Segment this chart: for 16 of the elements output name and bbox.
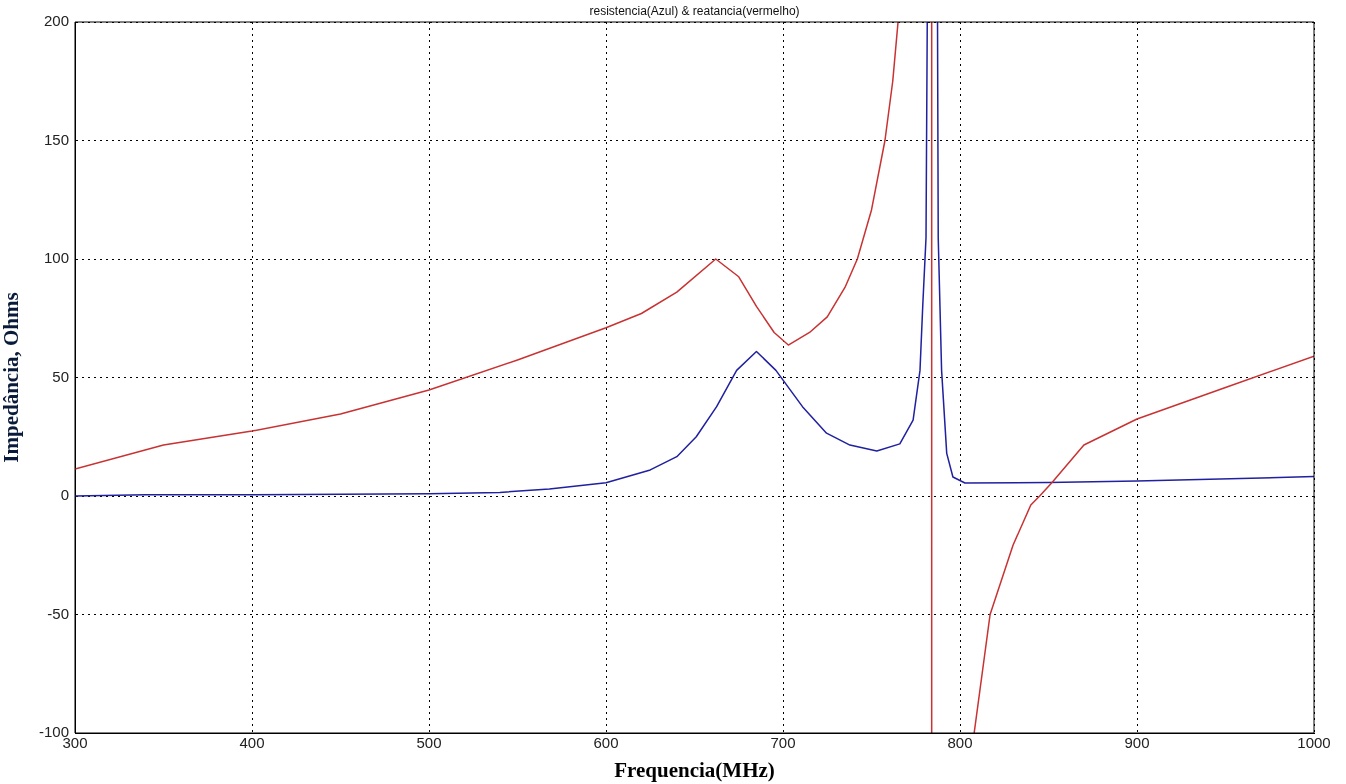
y-tick-label: 0 xyxy=(60,486,69,504)
y-tick-label: 50 xyxy=(52,367,69,385)
chart-title: resistencia(Azul) & reatancia(vermelho) xyxy=(589,4,800,19)
y-tick-label: -50 xyxy=(47,604,69,622)
x-axis-title: Frequencia(MHz) xyxy=(614,757,775,782)
x-tick-label: 700 xyxy=(770,734,796,752)
y-tick-label: 200 xyxy=(43,12,69,30)
x-tick-label: 600 xyxy=(593,734,619,752)
y-axis-title: Impedância, Ohms xyxy=(0,292,24,463)
x-tick-label: 1000 xyxy=(1297,734,1331,752)
x-tick-label: 500 xyxy=(416,734,442,752)
x-tick-label: 900 xyxy=(1124,734,1150,752)
y-tick-label: 100 xyxy=(43,249,69,267)
x-tick-label: 800 xyxy=(947,734,973,752)
x-tick-label: 400 xyxy=(239,734,265,752)
y-tick-label: 150 xyxy=(43,130,69,148)
